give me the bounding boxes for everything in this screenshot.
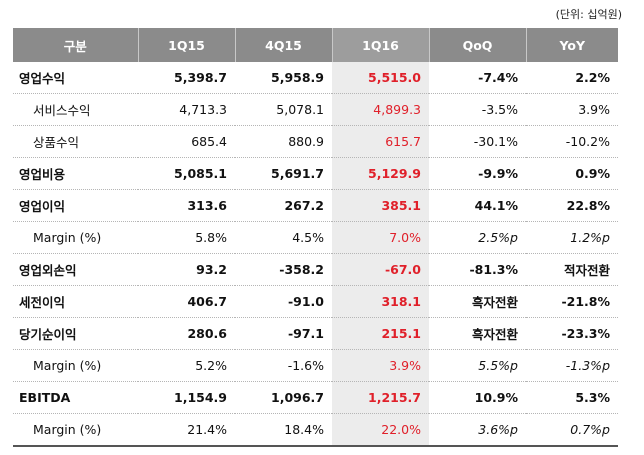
cell-yoy: 5.3% [526, 381, 618, 414]
cell-4q15: -1.6% [235, 349, 332, 382]
cell-4q15: 5,691.7 [235, 157, 332, 190]
cell-qoq: 44.1% [429, 189, 526, 222]
cell-4q15: 1,096.7 [235, 381, 332, 414]
cell-qoq: -7.4% [429, 62, 526, 94]
cell-yoy: 2.2% [526, 62, 618, 94]
cell-4q15: 18.4% [235, 413, 332, 447]
cell-4q15: 267.2 [235, 189, 332, 222]
cell-1q16: -67.0 [332, 253, 429, 286]
cell-yoy: 3.9% [526, 93, 618, 126]
cell-1q16: 5,129.9 [332, 157, 429, 190]
cell-1q15: 5,085.1 [138, 157, 235, 190]
row-label: Margin (%) [13, 221, 138, 254]
row-label: Margin (%) [13, 413, 138, 447]
cell-1q15: 93.2 [138, 253, 235, 286]
header-category: 구분 [13, 28, 138, 62]
cell-1q16: 1,215.7 [332, 381, 429, 414]
cell-1q16: 7.0% [332, 221, 429, 254]
header-qoq: QoQ [428, 28, 526, 62]
cell-qoq: 10.9% [429, 381, 526, 414]
cell-4q15: 4.5% [235, 221, 332, 254]
cell-1q16: 22.0% [332, 413, 429, 447]
cell-qoq: 2.5%p [429, 221, 526, 254]
cell-qoq: -81.3% [429, 253, 526, 286]
cell-qoq: -3.5% [429, 93, 526, 126]
cell-1q15: 685.4 [138, 125, 235, 158]
cell-yoy: -23.3% [526, 317, 618, 350]
cell-4q15: -97.1 [235, 317, 332, 350]
row-label: 영업외손익 [13, 253, 138, 286]
table-row: 상품수익 685.4 880.9 615.7 -30.1% -10.2% [13, 125, 618, 158]
cell-yoy: -1.3%p [526, 349, 618, 382]
table-row: 영업비용 5,085.1 5,691.7 5,129.9 -9.9% 0.9% [13, 157, 618, 190]
cell-yoy: 0.9% [526, 157, 618, 190]
financial-table: 구분 1Q15 4Q15 1Q16 QoQ YoY 영업수익 5,398.7 5,9… [13, 28, 618, 447]
cell-4q15: 5,958.9 [235, 62, 332, 94]
cell-4q15: 5,078.1 [235, 93, 332, 126]
row-label: 영업이익 [13, 189, 138, 222]
header-1q16: 1Q16 [331, 28, 429, 62]
unit-label: (단위: 십억원) [555, 8, 622, 21]
cell-1q15: 4,713.3 [138, 93, 235, 126]
row-label: 세전이익 [13, 285, 138, 318]
table-row: EBITDA 1,154.9 1,096.7 1,215.7 10.9% 5.3% [13, 381, 618, 414]
cell-qoq: 5.5%p [429, 349, 526, 382]
cell-1q15: 5.8% [138, 221, 235, 254]
table-row: 영업이익 313.6 267.2 385.1 44.1% 22.8% [13, 189, 618, 222]
header-1q15: 1Q15 [137, 28, 235, 62]
cell-qoq: 흑자전환 [429, 285, 526, 318]
cell-qoq: 3.6%p [429, 413, 526, 447]
cell-qoq: -9.9% [429, 157, 526, 190]
header-row: 구분 1Q15 4Q15 1Q16 QoQ YoY [13, 28, 618, 62]
row-label: 상품수익 [13, 125, 138, 158]
table-row: 영업수익 5,398.7 5,958.9 5,515.0 -7.4% 2.2% [13, 62, 618, 94]
cell-1q16: 215.1 [332, 317, 429, 350]
table-row: Margin (%) 5.8% 4.5% 7.0% 2.5%p 1.2%p [13, 221, 618, 254]
cell-1q15: 313.6 [138, 189, 235, 222]
row-label: Margin (%) [13, 349, 138, 382]
cell-1q16: 4,899.3 [332, 93, 429, 126]
cell-1q15: 21.4% [138, 413, 235, 447]
cell-1q16: 385.1 [332, 189, 429, 222]
table-row: Margin (%) 5.2% -1.6% 3.9% 5.5%p -1.3%p [13, 349, 618, 382]
cell-4q15: 880.9 [235, 125, 332, 158]
cell-1q15: 5.2% [138, 349, 235, 382]
table-row: 세전이익 406.7 -91.0 318.1 흑자전환 -21.8% [13, 285, 618, 318]
row-label: 영업비용 [13, 157, 138, 190]
cell-1q16: 5,515.0 [332, 62, 429, 94]
header-yoy: YoY [525, 28, 618, 62]
row-label: 당기순이익 [13, 317, 138, 350]
cell-4q15: -91.0 [235, 285, 332, 318]
table-row: 당기순이익 280.6 -97.1 215.1 흑자전환 -23.3% [13, 317, 618, 350]
cell-1q15: 5,398.7 [138, 62, 235, 94]
cell-1q15: 406.7 [138, 285, 235, 318]
cell-1q16: 3.9% [332, 349, 429, 382]
cell-yoy: -21.8% [526, 285, 618, 318]
cell-qoq: -30.1% [429, 125, 526, 158]
row-label: EBITDA [13, 381, 138, 414]
cell-qoq: 흑자전환 [429, 317, 526, 350]
cell-1q16: 615.7 [332, 125, 429, 158]
header-4q15: 4Q15 [234, 28, 332, 62]
row-label: 영업수익 [13, 62, 138, 94]
cell-1q16: 318.1 [332, 285, 429, 318]
cell-yoy: -10.2% [526, 125, 618, 158]
row-label: 서비스수익 [13, 93, 138, 126]
cell-yoy: 0.7%p [526, 413, 618, 447]
table-row: 서비스수익 4,713.3 5,078.1 4,899.3 -3.5% 3.9% [13, 93, 618, 126]
cell-1q15: 1,154.9 [138, 381, 235, 414]
cell-yoy: 1.2%p [526, 221, 618, 254]
cell-4q15: -358.2 [235, 253, 332, 286]
cell-yoy: 적자전환 [526, 253, 618, 286]
table-row: Margin (%) 21.4% 18.4% 22.0% 3.6%p 0.7%p [13, 413, 618, 447]
table-row: 영업외손익 93.2 -358.2 -67.0 -81.3% 적자전환 [13, 253, 618, 286]
cell-yoy: 22.8% [526, 189, 618, 222]
cell-1q15: 280.6 [138, 317, 235, 350]
